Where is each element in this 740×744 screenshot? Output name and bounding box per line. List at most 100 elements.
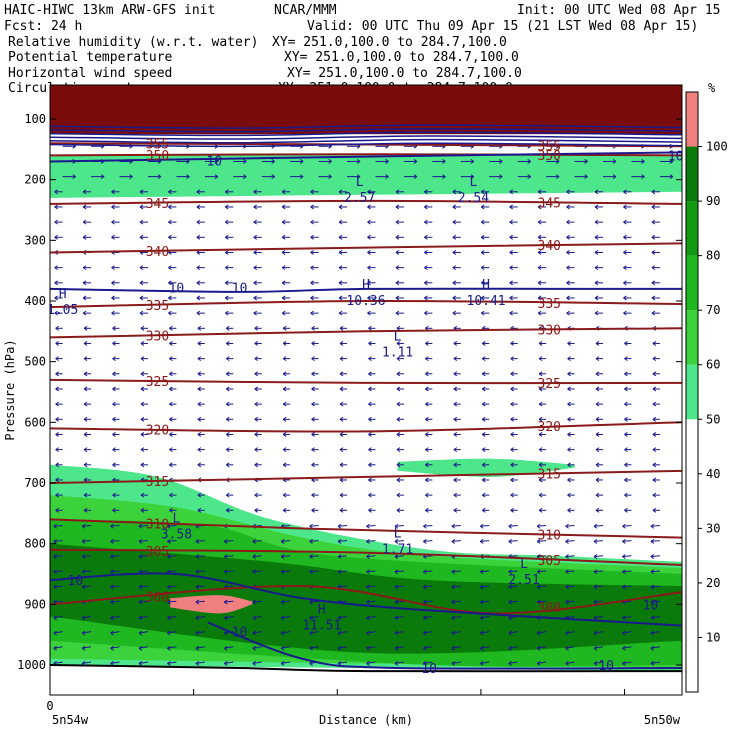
y-tick-label: 1000 [17, 658, 46, 672]
circulation-vector [593, 599, 604, 605]
extremum-marker: L2.54 [458, 175, 489, 206]
theta-contour-315 [50, 469, 682, 484]
circulation-vector [480, 234, 490, 240]
circulation-vector [595, 386, 603, 392]
circulation-vector [140, 341, 148, 346]
circulation-vector [55, 401, 63, 407]
circulation-vector [366, 539, 376, 544]
circulation-vector [110, 539, 120, 544]
circulation-vector [451, 584, 461, 590]
circulation-vector [510, 371, 518, 377]
circulation-vector [460, 159, 475, 164]
extremum-marker: L3.58 [161, 512, 192, 543]
circulation-vector [651, 204, 660, 210]
circulation-vector [167, 584, 177, 590]
circulation-vector [83, 507, 92, 513]
circulation-vector [650, 539, 660, 544]
circulation-vector [396, 432, 404, 437]
circulation-vector [139, 219, 148, 225]
circulation-vector [451, 645, 461, 651]
circulation-vector [54, 265, 63, 271]
circulation-vector [396, 507, 404, 513]
circulation-vector [622, 630, 632, 636]
circulation-vector [595, 462, 603, 468]
circulation-vector [651, 234, 660, 240]
wind-contour-1 [50, 287, 682, 293]
circulation-vector [452, 204, 461, 210]
wind-label: 10 [67, 574, 83, 589]
circulation-vector [338, 265, 348, 271]
circulation-vector [565, 599, 575, 605]
circulation-vector [593, 539, 604, 544]
theta-label: 345 [538, 197, 561, 212]
circulation-vector [366, 599, 376, 605]
circulation-vector [567, 432, 575, 437]
init-label: Init: 00 UTC Wed 08 Apr 15 [517, 3, 721, 18]
circulation-vector [196, 295, 205, 301]
colorbar-tick-label: 10 [706, 630, 720, 644]
circulation-vector [395, 280, 404, 286]
circulation-vector [538, 401, 547, 407]
theta-contour-345 [50, 199, 682, 205]
extremum-letter: H [59, 287, 67, 302]
circulation-vector [623, 310, 632, 316]
circulation-vector [110, 554, 120, 560]
circulation-vector [83, 492, 92, 498]
circulation-vector [623, 204, 632, 210]
extremum-letter: L [394, 527, 402, 542]
circulation-vector [339, 492, 348, 498]
circulation-vector [253, 234, 262, 240]
circulation-vector [537, 250, 547, 255]
theta-label: 335 [538, 297, 561, 312]
circulation-vector [83, 462, 92, 468]
y-tick-label: 900 [24, 597, 46, 611]
y-tick-label: 700 [24, 476, 46, 490]
circulation-vector [147, 174, 162, 180]
circulation-vector [309, 630, 319, 636]
extremum-marker: L2.57 [344, 175, 375, 206]
circulation-vector [282, 462, 291, 468]
theta-label: 350 [538, 149, 561, 164]
theta-label: 345 [146, 197, 169, 212]
y-tick-label: 200 [24, 173, 46, 187]
circulation-vector [168, 295, 177, 301]
circulation-vector [453, 462, 461, 468]
circulation-vector [54, 234, 63, 240]
circulation-vector [536, 599, 547, 605]
y-axis-label: Pressure (hPa) [3, 339, 17, 440]
circulation-vector [252, 569, 262, 575]
circulation-vector [567, 341, 575, 346]
y-tick-label: 100 [24, 112, 46, 126]
circulation-vector [623, 219, 632, 225]
circulation-vector [140, 462, 148, 468]
circulation-vector [624, 386, 632, 392]
circulation-vector [282, 492, 291, 498]
circulation-vector [366, 584, 376, 590]
x-origin-label: 0 [46, 699, 53, 713]
circulation-vector [395, 189, 404, 195]
theta-label: 330 [146, 329, 169, 344]
circulation-vector [509, 219, 518, 225]
circulation-vector [623, 280, 632, 286]
circulation-vector [432, 174, 446, 180]
circulation-vector [366, 645, 376, 651]
circulation-vector [253, 189, 262, 195]
theta-contour-350 [50, 153, 682, 157]
circulation-vector [479, 645, 490, 651]
circulation-vector [368, 477, 376, 483]
circulation-vector [281, 295, 291, 301]
circulation-vector [508, 645, 518, 651]
circulation-vector [424, 204, 433, 210]
wind-label: 10 [169, 282, 185, 297]
circulation-vector [310, 204, 319, 210]
circulation-vector [197, 401, 205, 407]
circulation-vector [396, 356, 404, 362]
circulation-vector [367, 189, 376, 195]
circulation-vector [566, 280, 575, 286]
circulation-vector [311, 432, 319, 437]
circulation-vector [140, 401, 148, 407]
circulation-vector [538, 492, 547, 498]
circulation-vector [509, 234, 518, 240]
circulation-vector [424, 219, 433, 225]
circulation-vector [652, 341, 660, 346]
